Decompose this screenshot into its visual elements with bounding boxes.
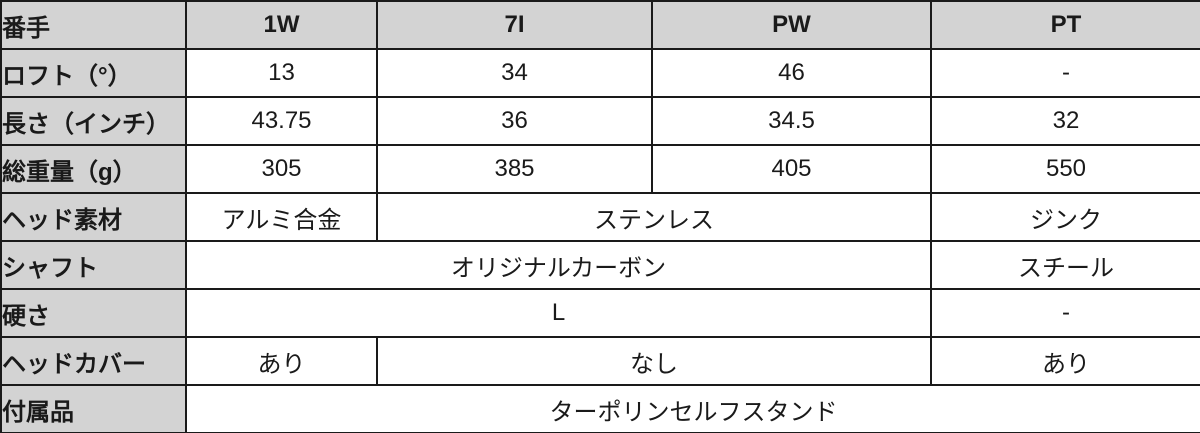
spec-cell: - (930, 48, 1200, 98)
row-flex: 硬さ L - (0, 288, 1200, 338)
row-head-material: ヘッド素材 アルミ合金 ステンレス ジンク (0, 192, 1200, 242)
row-shaft: シャフト オリジナルカーボン スチール (0, 240, 1200, 290)
spec-cell: 32 (930, 96, 1200, 146)
row-label-head-material: ヘッド素材 (0, 192, 187, 242)
spec-cell: あり (185, 336, 378, 386)
spec-cell: L (185, 288, 932, 338)
row-headcover: ヘッドカバー あり なし あり (0, 336, 1200, 386)
spec-cell: 305 (185, 144, 378, 194)
row-label-length: 長さ（インチ） (0, 96, 187, 146)
spec-cell: 405 (651, 144, 932, 194)
spec-cell: - (930, 288, 1200, 338)
row-label-total-weight: 総重量（g） (0, 144, 187, 194)
spec-cell: スチール (930, 240, 1200, 290)
spec-cell: なし (376, 336, 932, 386)
header-cell-7i: 7I (376, 0, 653, 50)
row-label-accessories: 付属品 (0, 384, 187, 433)
row-label-headcover: ヘッドカバー (0, 336, 187, 386)
row-label-flex: 硬さ (0, 288, 187, 338)
row-label-loft: ロフト（°） (0, 48, 187, 98)
row-loft: ロフト（°） 13 34 46 - (0, 48, 1200, 98)
spec-cell: あり (930, 336, 1200, 386)
header-row: 番手 1W 7I PW PT (0, 0, 1200, 50)
spec-cell: 36 (376, 96, 653, 146)
spec-cell: ジンク (930, 192, 1200, 242)
header-cell-pw: PW (651, 0, 932, 50)
spec-cell: 34 (376, 48, 653, 98)
spec-cell: アルミ合金 (185, 192, 378, 242)
row-label-shaft: シャフト (0, 240, 187, 290)
row-length: 長さ（インチ） 43.75 36 34.5 32 (0, 96, 1200, 146)
header-cell-1w: 1W (185, 0, 378, 50)
spec-cell: 550 (930, 144, 1200, 194)
spec-cell: 34.5 (651, 96, 932, 146)
row-total-weight: 総重量（g） 305 385 405 550 (0, 144, 1200, 194)
header-cell-pt: PT (930, 0, 1200, 50)
spec-cell: 13 (185, 48, 378, 98)
spec-cell: ステンレス (376, 192, 932, 242)
row-label-club-number: 番手 (0, 0, 187, 50)
spec-cell: オリジナルカーボン (185, 240, 932, 290)
row-accessories: 付属品 ターポリンセルフスタンド (0, 384, 1200, 433)
spec-cell: ターポリンセルフスタンド (185, 384, 1200, 433)
spec-cell: 43.75 (185, 96, 378, 146)
spec-cell: 385 (376, 144, 653, 194)
spec-cell: 46 (651, 48, 932, 98)
